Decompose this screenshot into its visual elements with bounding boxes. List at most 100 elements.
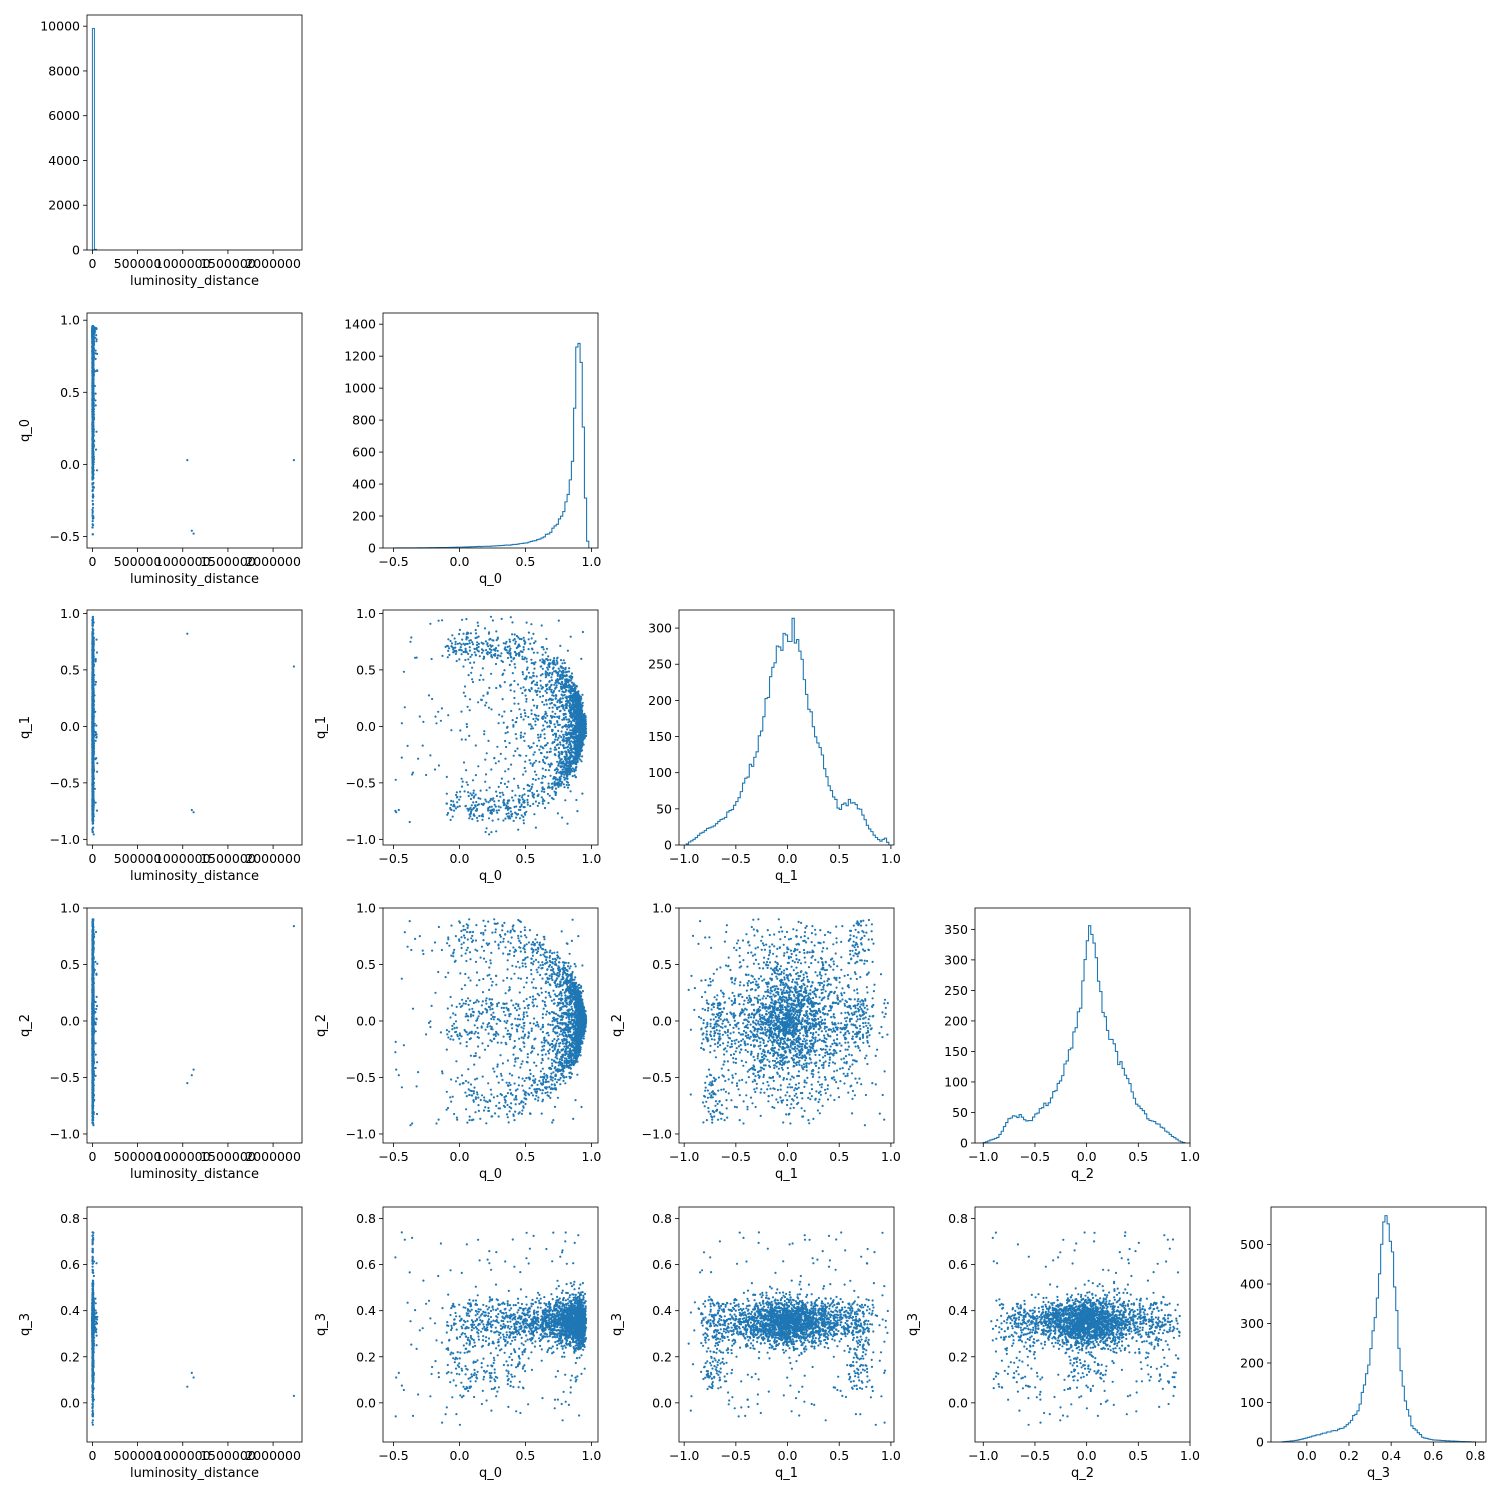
scatter-point — [91, 410, 94, 413]
scatter-point — [91, 503, 95, 506]
scatter-point — [94, 448, 98, 451]
scatter-point — [92, 387, 95, 390]
scatter-point — [94, 349, 97, 352]
scatter-point — [95, 327, 98, 331]
panel-q_1-vs-luminosity_distance: 0 500000100000015000002000000luminosity_d… — [18, 606, 303, 884]
scatter-point — [92, 399, 95, 402]
scatter-point — [95, 340, 98, 343]
scatter-point — [92, 833, 95, 836]
scatter-point — [92, 765, 95, 768]
scatter-point — [92, 379, 95, 382]
scatter-point — [91, 345, 94, 348]
scatter-point — [91, 442, 94, 445]
y-tick-label: 1.0 — [60, 313, 80, 328]
panel-luminosity_distance-vs-luminosity_distance: 0 500000100000015000002000000luminosity_d… — [40, 14, 303, 289]
scatter-point — [91, 421, 94, 424]
histogram-step-line — [393, 342, 590, 549]
scatter-point — [95, 724, 98, 727]
scatter-point — [91, 445, 94, 448]
scatter-point — [91, 340, 94, 343]
scatter-point — [95, 757, 98, 760]
y-tick-label: 8000 — [48, 63, 80, 78]
y-tick-label: 0 — [368, 541, 376, 556]
scatter-point — [94, 404, 97, 407]
scatter-point — [95, 334, 98, 337]
y-tick-label: 2000 — [48, 198, 80, 213]
scatter-point — [91, 329, 94, 333]
scatter-point — [91, 462, 95, 465]
scatter-point — [292, 459, 295, 462]
scatter-point — [91, 453, 94, 456]
panel-q_0-vs-q_0: −0.5 0.0 0.5 1.0q_0020040060080010001200140… — [344, 312, 601, 587]
x-tick-label: 500000 — [114, 256, 162, 271]
scatter-point — [94, 680, 98, 684]
scatter-point — [94, 392, 97, 395]
y-tick-label: 400 — [352, 477, 376, 492]
x-tick-label: 0.5 — [516, 554, 536, 569]
scatter-point — [91, 374, 94, 377]
scatter-point — [92, 466, 95, 469]
scatter-point — [95, 638, 98, 641]
scatter-point — [91, 526, 94, 529]
scatter-point — [91, 523, 94, 526]
scatter-point — [92, 485, 95, 488]
scatter-point — [95, 736, 98, 739]
scatter-point — [91, 369, 94, 372]
axes-frame — [86, 312, 303, 549]
scatter-points — [91, 615, 295, 836]
scatter-point — [91, 440, 94, 443]
x-axis-label: q_0 — [479, 572, 502, 587]
x-tick-label: 2000000 — [245, 554, 301, 569]
x-axis-label: luminosity_distance — [130, 274, 259, 289]
scatter-point — [91, 508, 94, 511]
scatter-point — [92, 408, 95, 411]
scatter-point — [91, 615, 95, 618]
scatter-point — [91, 382, 94, 386]
y-tick-label: 6000 — [48, 108, 80, 123]
scatter-point — [91, 432, 94, 435]
scatter-point — [92, 516, 95, 520]
y-tick-label: 1400 — [344, 317, 376, 332]
x-tick-label: −0.5 — [378, 554, 408, 569]
scatter-point — [94, 357, 97, 360]
scatter-point — [91, 414, 94, 417]
scatter-point — [91, 390, 95, 393]
scatter-point — [91, 449, 95, 452]
scatter-point — [91, 533, 94, 536]
scatter-point — [95, 338, 98, 341]
y-tick-label: 0.5 — [60, 385, 80, 400]
y-tick-label: 200 — [352, 509, 376, 524]
y-tick-label: 1200 — [344, 349, 376, 364]
x-tick-label: 0 — [88, 554, 96, 569]
scatter-point — [190, 529, 193, 532]
scatter-point — [91, 436, 94, 439]
scatter-point — [192, 532, 195, 535]
scatter-point — [91, 493, 95, 496]
x-tick-label: 0.0 — [450, 554, 470, 569]
scatter-point — [92, 418, 95, 421]
scatter-point — [96, 770, 99, 773]
scatter-point — [91, 483, 94, 486]
scatter-point — [91, 377, 94, 380]
scatter-points — [91, 324, 295, 536]
x-tick-label: 1500000 — [200, 256, 256, 271]
y-tick-label: 600 — [352, 445, 376, 460]
scatter-point — [92, 332, 95, 335]
axes-frame — [86, 14, 303, 251]
scatter-point — [91, 393, 94, 396]
scatter-point — [91, 347, 94, 350]
scatter-point — [94, 399, 97, 402]
scatter-point — [91, 470, 95, 473]
scatter-point — [91, 359, 94, 362]
x-axis-label: luminosity_distance — [130, 572, 259, 587]
scatter-point — [91, 352, 94, 355]
scatter-point — [95, 369, 99, 372]
y-tick-label: 0.0 — [60, 457, 80, 472]
scatter-point — [91, 499, 94, 502]
y-tick-label: 10000 — [40, 19, 80, 34]
scatter-point — [95, 651, 99, 654]
scatter-point — [95, 733, 98, 736]
scatter-point — [94, 352, 97, 355]
scatter-point — [91, 623, 94, 626]
